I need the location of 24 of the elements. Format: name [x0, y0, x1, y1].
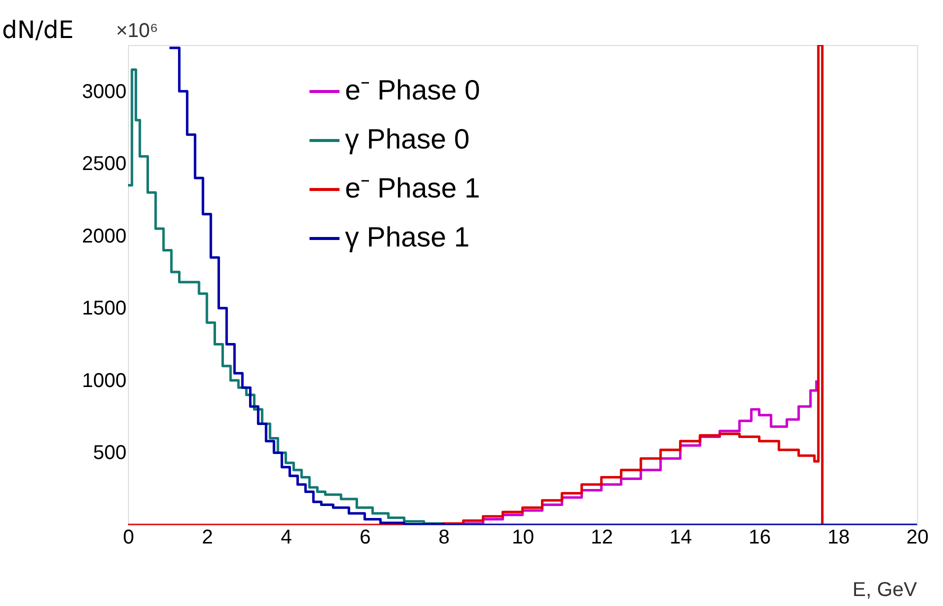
x-axis-title: E, GeV	[852, 579, 918, 601]
legend-label: γ Phase 0	[345, 124, 470, 154]
y-axis-title: dN/dE	[2, 16, 74, 44]
y-tick-label: 2500	[82, 153, 126, 176]
x-tick-label: 20	[906, 526, 929, 548]
x-tick-label: 4	[280, 526, 292, 548]
x-tick-label: 16	[748, 526, 771, 548]
y-tick-label: 1000	[82, 370, 126, 392]
x-tick-label: 0	[122, 526, 134, 548]
x-tick-label: 10	[512, 526, 534, 548]
x-tick-label: 8	[438, 526, 450, 548]
y-tick-label: 3000	[82, 80, 126, 103]
x-tick-label: 2	[202, 526, 213, 548]
y-tick-label: 2000	[82, 225, 126, 248]
x-tick-label: 12	[590, 526, 614, 548]
legend-label: e⁻ Phase 1	[345, 172, 480, 204]
x-tick-label: 6	[360, 526, 371, 548]
text: ×10⁶	[116, 20, 158, 42]
legend-label: γ Phase 1	[345, 222, 470, 252]
y-tick-label: 1500	[82, 298, 126, 320]
x-tick-label: 18	[827, 526, 850, 548]
y-tick-label: 500	[93, 442, 126, 464]
x-tick-label: 14	[670, 526, 692, 548]
legend-label: e⁻ Phase 0	[345, 74, 480, 106]
